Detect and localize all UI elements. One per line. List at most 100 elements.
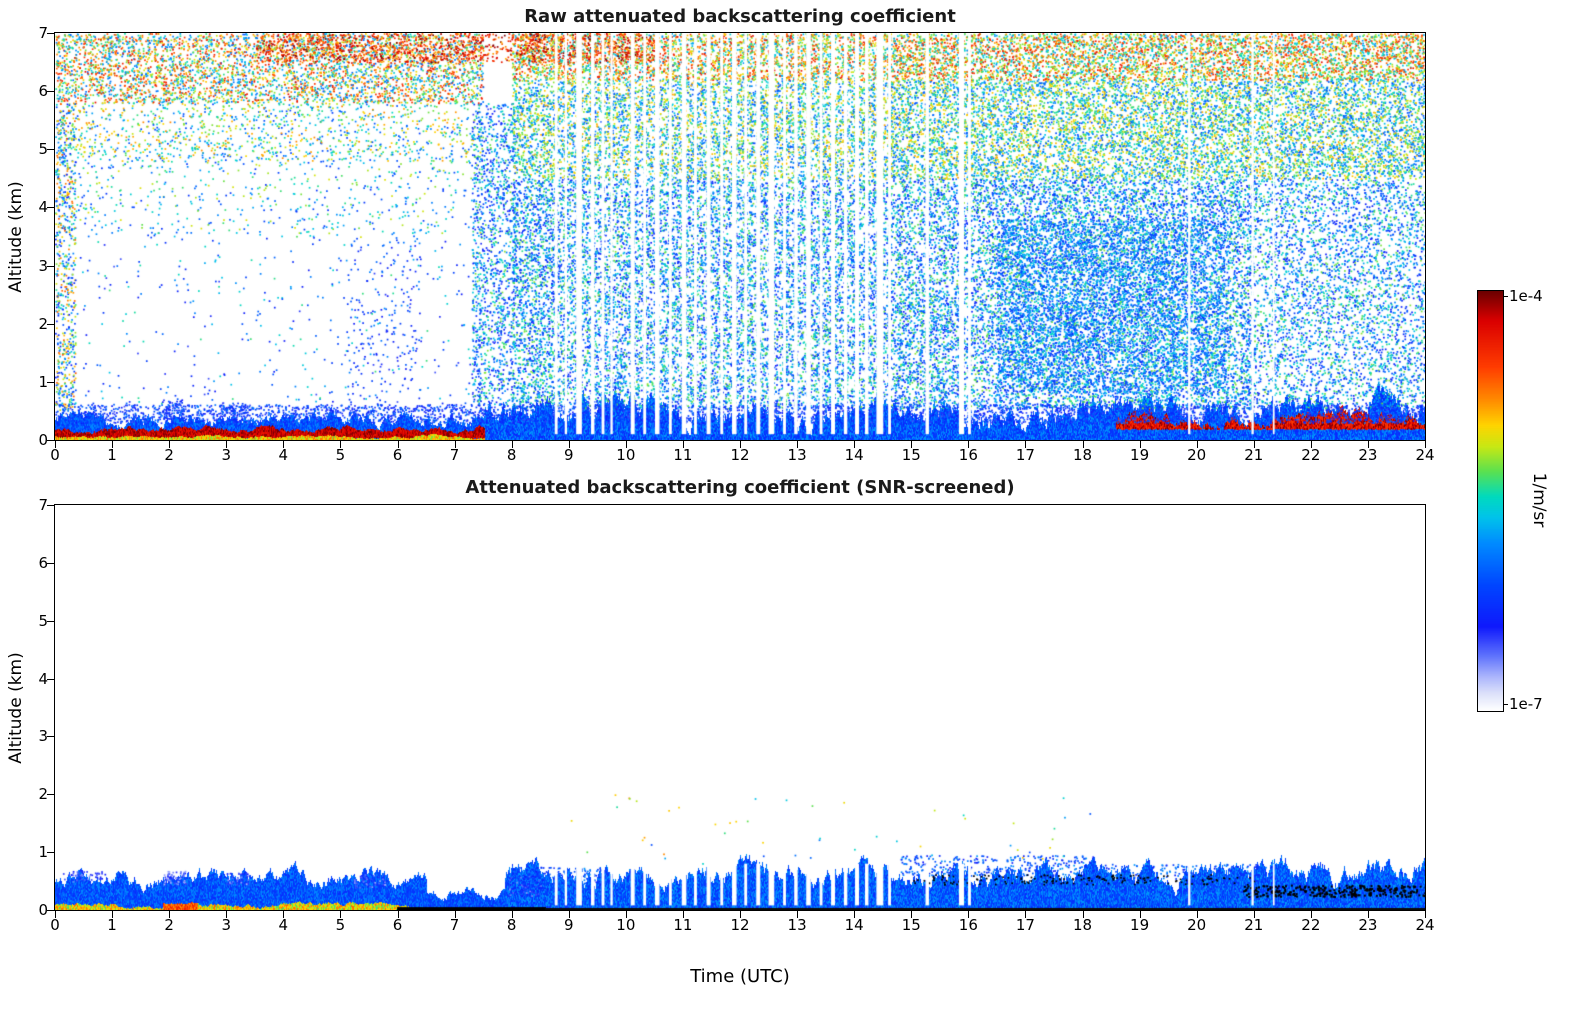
x-tick-label: 10 <box>616 446 636 464</box>
y-tick-label: 0 <box>38 901 48 919</box>
colorbar-min-tick <box>1504 704 1508 705</box>
x-tick-label: 16 <box>958 916 978 934</box>
y-tick-label: 4 <box>38 198 48 217</box>
panel1-heatmap-canvas <box>55 33 1425 440</box>
y-tick-label: 1 <box>38 843 48 862</box>
x-tick-label: 21 <box>1244 916 1264 934</box>
y-tick-label: 6 <box>38 82 48 101</box>
x-tick-label: 0 <box>50 446 60 464</box>
x-tick-label: 19 <box>1130 916 1150 934</box>
x-tick-label: 13 <box>787 916 807 934</box>
x-tick-label: 8 <box>506 446 517 464</box>
x-tick-label: 5 <box>335 446 346 464</box>
x-tick-label: 12 <box>730 446 750 464</box>
x-tick-label: 17 <box>1015 916 1035 934</box>
x-tick-label: 6 <box>392 916 403 934</box>
x-tick-label: 23 <box>1358 446 1378 464</box>
x-tick-label: 9 <box>563 446 574 464</box>
x-tick-label: 11 <box>673 446 693 464</box>
panel1-plot-area <box>47 32 1426 448</box>
y-tick-mark <box>47 794 54 796</box>
y-tick-mark <box>47 91 54 93</box>
x-tick-label: 20 <box>1187 916 1207 934</box>
colorbar-max-tick <box>1504 296 1508 297</box>
x-tick-label: 1 <box>107 916 117 934</box>
y-tick-mark <box>47 207 54 209</box>
y-tick-mark <box>47 562 54 564</box>
panel2-title: Attenuated backscattering coefficient (S… <box>465 477 1015 498</box>
y-tick-mark <box>47 440 54 441</box>
x-tick-label: 3 <box>221 916 232 934</box>
panel2-heatmap-canvas <box>55 505 1425 910</box>
y-tick-mark <box>47 620 54 622</box>
colorbar <box>1477 290 1504 712</box>
x-tick-label: 4 <box>278 446 289 464</box>
x-tick-label: 8 <box>506 916 517 934</box>
y-tick-label: 3 <box>38 727 48 746</box>
x-tick-label: 24 <box>1415 446 1435 464</box>
x-tick-label: 14 <box>844 916 864 934</box>
x-tick-label: 18 <box>1072 916 1093 934</box>
x-tick-label: 12 <box>730 916 750 934</box>
y-tick-label: 3 <box>38 256 48 275</box>
x-tick-label: 16 <box>958 446 978 464</box>
panel1-title: Raw attenuated backscattering coefficien… <box>524 6 956 27</box>
x-tick-label: 24 <box>1415 916 1435 934</box>
y-tick-label: 4 <box>38 669 48 688</box>
x-tick-label: 18 <box>1072 446 1093 464</box>
panel2-plot-area <box>47 504 1426 918</box>
x-tick-label: 1 <box>107 446 117 464</box>
y-tick-label: 2 <box>38 785 48 804</box>
y-tick-mark <box>47 678 54 680</box>
x-tick-label: 15 <box>901 916 921 934</box>
y-tick-label: 6 <box>38 553 48 572</box>
x-tick-label: 17 <box>1015 446 1035 464</box>
x-tick-label: 2 <box>164 916 174 934</box>
y-tick-mark <box>47 149 54 151</box>
x-tick-label: 19 <box>1130 446 1150 464</box>
x-tick-label: 3 <box>221 446 232 464</box>
y-tick-label: 2 <box>38 314 48 333</box>
y-tick-label: 7 <box>38 24 48 42</box>
y-tick-mark <box>47 910 54 911</box>
x-tick-label: 9 <box>563 916 574 934</box>
x-tick-label: 7 <box>449 446 460 464</box>
y-tick-mark <box>47 265 54 267</box>
x-tick-label: 11 <box>673 916 693 934</box>
panel2-y-tick-labels: 0 1 2 3 4 5 6 7 <box>6 496 48 919</box>
x-tick-label: 4 <box>278 916 289 934</box>
x-tick-label: 21 <box>1244 446 1264 464</box>
panel2-y-axis-label: Altitude (km) <box>6 652 26 764</box>
x-tick-label: 7 <box>449 916 460 934</box>
y-tick-mark <box>47 323 54 325</box>
colorbar-gradient-canvas <box>1478 291 1503 711</box>
x-tick-label: 14 <box>844 446 864 464</box>
y-tick-label: 7 <box>38 496 48 514</box>
y-tick-label: 5 <box>38 140 48 159</box>
colorbar-min-label: 1e-7 <box>1509 695 1543 713</box>
x-tick-label: 23 <box>1358 916 1378 934</box>
x-tick-label: 0 <box>50 916 60 934</box>
y-tick-label: 1 <box>38 372 48 391</box>
x-tick-label: 15 <box>901 446 921 464</box>
x-tick-label: 5 <box>335 916 346 934</box>
panel1-y-axis-label: Altitude (km) <box>6 181 26 293</box>
x-tick-label: 2 <box>164 446 174 464</box>
x-tick-label: 22 <box>1301 446 1321 464</box>
x-tick-label: 6 <box>392 446 403 464</box>
panel1-x-tick-labels: 0 1 2 3 4 5 6 7 8 9 10 11 12 13 14 15 16 17 18 19 20 21 22 23 24 <box>50 446 1434 466</box>
y-tick-label: 5 <box>38 611 48 630</box>
colorbar-units-label: 1/m/sr <box>1529 472 1549 528</box>
panel1-y-tick-labels: 0 1 2 3 4 5 6 7 <box>6 24 48 449</box>
x-tick-label: 10 <box>616 916 636 934</box>
y-tick-mark <box>47 736 54 738</box>
panel2-x-tick-labels: 0 1 2 3 4 5 6 7 8 9 10 11 12 13 14 15 16 17 18 19 20 21 22 23 24 <box>50 916 1434 936</box>
colorbar-max-label: 1e-4 <box>1509 287 1543 305</box>
x-tick-label: 13 <box>787 446 807 464</box>
y-tick-mark <box>47 505 54 506</box>
y-tick-label: 0 <box>38 431 48 449</box>
y-tick-mark <box>47 381 54 383</box>
x-tick-label: 20 <box>1187 446 1207 464</box>
y-tick-mark <box>47 852 54 854</box>
